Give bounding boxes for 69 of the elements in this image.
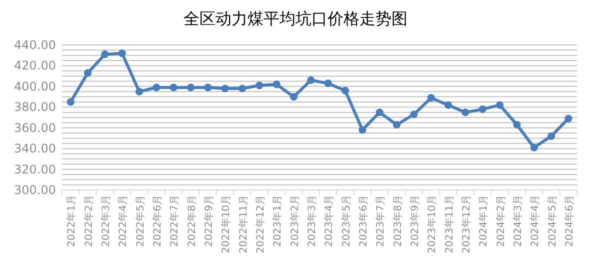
point [204, 84, 212, 92]
point [478, 105, 486, 114]
x-tick-label: 2022年3月 [100, 195, 112, 247]
point [256, 82, 264, 90]
y-tick-label: 360.00 [14, 120, 56, 135]
x-tick-label: 2023年4月 [323, 195, 336, 247]
x-tick-label: 2024年3月 [512, 195, 524, 247]
x-tick-label: 2023年5月 [340, 195, 352, 247]
point [513, 120, 521, 129]
point [238, 84, 246, 92]
x-tick-label: 2024年6月 [563, 195, 576, 247]
x-tick-label: 2022年4月 [117, 195, 130, 247]
x-tick-label: 2024年4月 [529, 195, 542, 247]
point [564, 114, 572, 122]
chart-title: 全区动力煤平均坑口价格走势图 [184, 9, 408, 28]
x-tick-label: 2023年2月 [288, 195, 301, 247]
point [186, 84, 195, 92]
point [170, 84, 178, 92]
point [341, 86, 350, 94]
y-tick-label: 320.00 [14, 162, 56, 176]
x-tick-label: 2024年5月 [546, 195, 558, 247]
x-tick-label: 2022年7月 [168, 195, 181, 247]
point [221, 84, 229, 92]
x-tick-label: 2022年2月 [82, 195, 95, 247]
x-tick-label: 2023年1月 [272, 195, 284, 247]
point [66, 98, 74, 106]
point [135, 88, 144, 96]
point [410, 110, 418, 118]
y-tick-label: 340.00 [14, 142, 56, 156]
y-tick-label: 400.00 [14, 79, 56, 94]
point [392, 120, 401, 129]
x-tick-label: 2022年1月 [66, 195, 78, 247]
x-tick-label: 2023年11月 [443, 195, 456, 254]
point [152, 84, 160, 92]
x-tick-label: 2022年11月 [237, 195, 250, 254]
x-tick-label: 2024年2月 [494, 195, 507, 247]
x-tick-label: 2024年1月 [478, 195, 490, 247]
x-tick-label: 2022年8月 [186, 195, 198, 247]
x-tick-label: 2023年10月 [426, 195, 438, 254]
point [101, 50, 109, 58]
x-tick-label: 2022年9月 [202, 195, 215, 247]
x-tick-label: 2023年9月 [408, 195, 421, 247]
point [462, 108, 470, 116]
y-tick-label: 300.00 [14, 183, 56, 197]
point [376, 108, 384, 116]
x-tick-label: 2023年7月 [374, 195, 387, 247]
x-tick-label: 2023年12月 [460, 195, 472, 254]
y-tick-label: 380.00 [14, 100, 56, 114]
point [290, 92, 298, 101]
point [118, 49, 126, 58]
x-tick-label: 2023年8月 [392, 195, 404, 247]
x-tick-label: 2022年12月 [254, 195, 266, 254]
point [427, 94, 435, 102]
point [547, 132, 556, 140]
point [272, 80, 280, 88]
point [496, 101, 504, 109]
x-tick-label: 2022年5月 [134, 195, 146, 247]
x-tick-label: 2023年3月 [306, 195, 318, 247]
point [84, 69, 92, 77]
point [358, 126, 366, 134]
point [324, 80, 332, 88]
y-tick-label: 440.00 [14, 38, 56, 52]
point [307, 76, 315, 84]
y-tick-label: 420.00 [14, 58, 56, 73]
x-tick-label: 2022年6月 [151, 195, 164, 247]
point [444, 101, 452, 109]
point [530, 144, 538, 152]
x-tick-label: 2023年6月 [357, 195, 370, 247]
x-tick-label: 2022年10月 [220, 195, 232, 254]
